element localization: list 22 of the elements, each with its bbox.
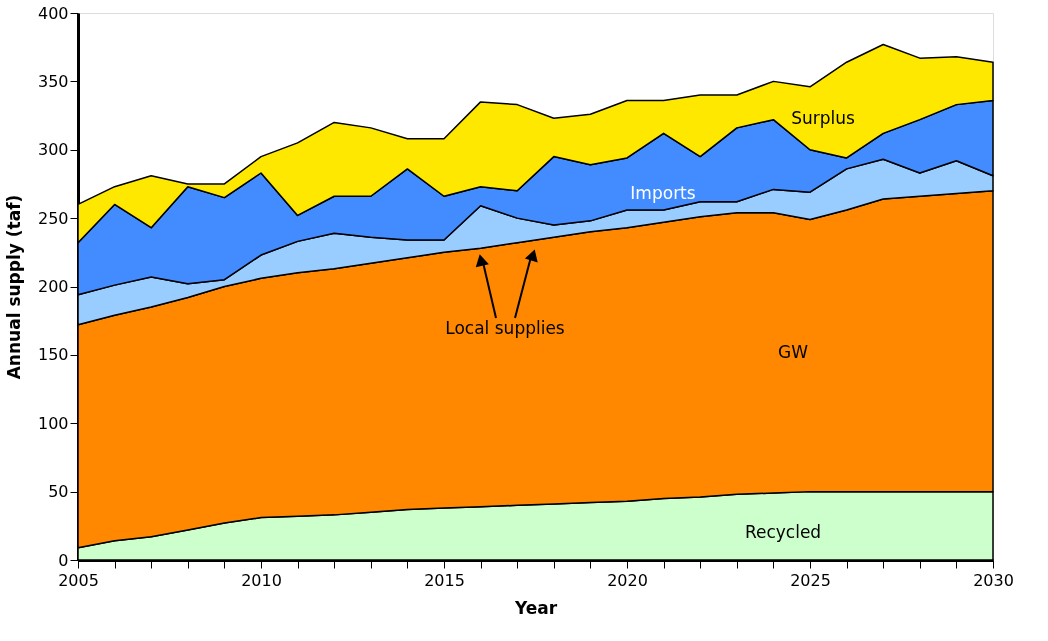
x-tick-label: 2010 — [241, 570, 282, 590]
y-tick-label: 150 — [37, 345, 69, 365]
series-label: GW — [778, 342, 809, 362]
series-label: Recycled — [744, 522, 822, 542]
x-tick-label: 2020 — [607, 570, 648, 590]
x-tick-label: 2030 — [973, 570, 1014, 590]
annotation: Local supplies — [445, 318, 565, 338]
y-tick-label: 400 — [37, 3, 69, 23]
y-tick-label: 200 — [37, 277, 69, 296]
y-tick-label: 350 — [37, 71, 69, 91]
y-tick-label: 100 — [37, 413, 69, 433]
x-tick-label: 2015 — [424, 570, 465, 590]
y-axis-title: Annual supply (taf) — [3, 194, 24, 380]
y-tick-label: 250 — [37, 208, 69, 228]
x-tick-label: 2025 — [790, 570, 831, 590]
y-tick-label: 300 — [37, 140, 69, 160]
x-tick-label: 2005 — [58, 570, 99, 590]
x-axis-title: Year — [513, 597, 558, 618]
y-tick-label: 50 — [48, 482, 69, 502]
series-label: Surplus — [791, 108, 855, 128]
series-label: Imports — [630, 183, 696, 203]
y-tick-label: 0 — [58, 550, 69, 570]
